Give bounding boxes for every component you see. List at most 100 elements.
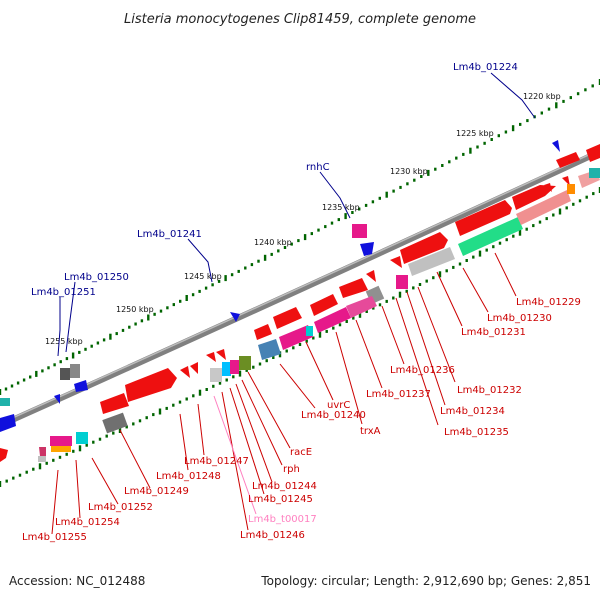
gene-label[interactable]: Lm4b_01255 [22, 532, 87, 543]
scale-tick-minor [166, 306, 169, 310]
scale-tick-minor [490, 138, 493, 141]
leader-line [279, 363, 316, 409]
scale-tick-minor [330, 221, 334, 225]
scale-tick-minor [298, 343, 302, 346]
leader-line [494, 252, 517, 297]
scale-tick-minor [562, 99, 565, 103]
scale-tick-minor [378, 196, 381, 200]
gene-label[interactable]: Lm4b_01251 [31, 287, 96, 298]
gene-block-salmon [516, 190, 571, 225]
gene-label[interactable]: Lm4b_01241 [137, 229, 202, 240]
scale-tick-minor [211, 283, 214, 287]
scale-tick-major [109, 333, 112, 340]
gene-label[interactable]: Lm4b_01236 [390, 365, 455, 376]
scale-tick-minor [204, 286, 208, 290]
leader-line [229, 387, 265, 495]
gene-label-trna[interactable]: Lm4b_t00017 [248, 514, 317, 525]
gene-label[interactable]: trxA [360, 426, 381, 437]
scale-tick-minor [102, 338, 106, 342]
scale-tick-minor [230, 273, 234, 277]
gene-label[interactable]: Lm4b_01232 [457, 385, 522, 396]
gene-label[interactable]: uvrC [327, 400, 350, 411]
gene-label[interactable]: Lm4b_01247 [184, 456, 249, 467]
gene-small-arrow [366, 270, 376, 282]
scale-tick-minor [576, 92, 580, 96]
leader-line [406, 291, 446, 406]
scale-label-1250: 1250 kbp [116, 305, 154, 314]
gene-block-cyan [306, 326, 313, 336]
gene-block-blue [360, 242, 374, 256]
gene-label[interactable]: Lm4b_01231 [461, 327, 526, 338]
gene-label[interactable]: Lm4b_01250 [64, 272, 129, 283]
gene-block [254, 324, 272, 340]
scale-tick-minor [138, 419, 142, 423]
scale-tick-major [469, 147, 472, 154]
gene-block-blue [0, 414, 16, 432]
scale-tick-minor [125, 425, 128, 429]
scale-tick-minor [244, 266, 247, 270]
gene-label[interactable]: Lm4b_01249 [124, 486, 189, 497]
gene-block-lightgrey [210, 368, 222, 382]
scale-tick-major [0, 481, 2, 487]
gene-label[interactable]: Lm4b_01244 [252, 481, 317, 492]
scale-tick-minor [584, 88, 587, 92]
gene-label[interactable]: Lm4b_01246 [240, 530, 305, 541]
scale-tick-minor [472, 255, 475, 259]
scale-tick-minor [53, 363, 56, 367]
scale-tick-minor [406, 182, 409, 186]
gene-label[interactable]: racE [290, 447, 312, 458]
scale-tick-minor [592, 192, 595, 196]
scale-tick-minor [345, 320, 348, 323]
gene-label[interactable]: Lm4b_01254 [55, 517, 120, 528]
gene-label[interactable]: Lm4b_01240 [301, 410, 366, 421]
topology-text: Topology: circular; Length: 2,912,690 bp… [260, 574, 591, 588]
gene-block [455, 200, 512, 236]
scale-tick-minor [526, 119, 529, 123]
gene-block [273, 307, 302, 329]
scale-tick-minor [441, 164, 444, 167]
forward-strand-features [0, 140, 600, 462]
scale-tick-minor [585, 195, 588, 199]
scale-tick-minor [352, 316, 355, 320]
scale-tick-major [198, 389, 202, 396]
gene-label[interactable]: Lm4b_01245 [248, 494, 313, 505]
gene-small-arrow [0, 448, 8, 462]
gene-label[interactable]: Lm4b_01229 [516, 297, 581, 308]
gene-label[interactable]: rph [283, 464, 300, 475]
leader-line [91, 457, 119, 505]
gene-block-magenta [314, 307, 351, 333]
leader-line [213, 395, 257, 515]
gene-small-arrow [544, 183, 552, 192]
inner-dotted-ring [0, 187, 600, 487]
gene-label[interactable]: Lm4b_01224 [453, 62, 518, 73]
genome-backbone-highlight [0, 148, 600, 425]
gene-label[interactable]: Lm4b_01237 [366, 389, 431, 400]
gene-block-orange [567, 184, 575, 194]
gene-block-grey [70, 364, 80, 378]
scale-label-1220: 1220 kbp [523, 92, 561, 101]
scale-tick-minor [317, 228, 320, 232]
scale-tick-minor [272, 356, 275, 359]
scale-label-1245: 1245 kbp [184, 272, 222, 281]
gene-block-grey [60, 368, 70, 380]
scale-tick-minor [498, 241, 502, 245]
scale-tick-minor [172, 403, 175, 407]
scale-tick-minor [25, 470, 28, 474]
gene-label[interactable]: rnhC [306, 162, 330, 173]
scale-tick-minor [505, 238, 508, 242]
gene-label[interactable]: Lm4b_01248 [156, 471, 221, 482]
scale-tick-major [318, 331, 322, 338]
gene-label[interactable]: Lm4b_01230 [487, 313, 552, 324]
scale-tick-minor [305, 339, 308, 343]
gene-label[interactable]: Lm4b_01252 [88, 502, 153, 513]
gene-small-arrow [180, 366, 190, 378]
scale-tick-minor [378, 303, 382, 307]
scale-tick-minor [112, 431, 115, 435]
scale-tick-minor [332, 326, 335, 330]
scale-tick-minor [32, 467, 35, 471]
gene-block-lightgrey [408, 247, 455, 276]
gene-label[interactable]: Lm4b_01235 [444, 427, 509, 438]
scale-tick-minor [392, 189, 395, 193]
gene-label[interactable]: Lm4b_01234 [440, 406, 505, 417]
